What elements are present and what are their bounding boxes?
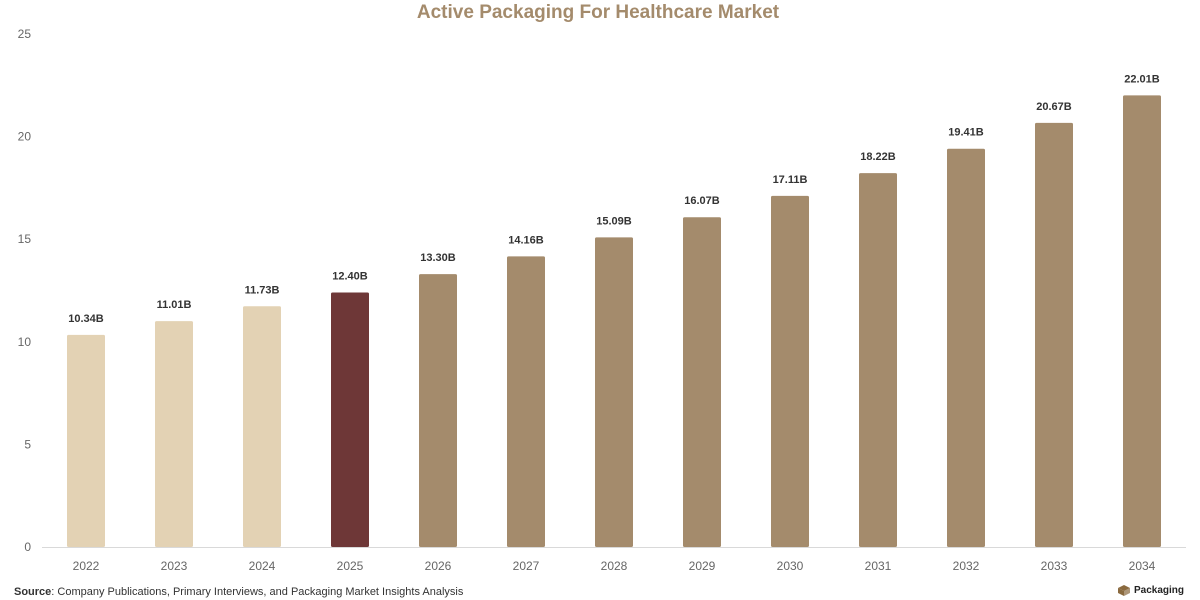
bar-2031 <box>859 173 897 547</box>
source-note: Source: Company Publications, Primary In… <box>14 586 463 598</box>
x-tick-label-2027: 2027 <box>513 559 540 573</box>
bars <box>67 95 1161 548</box>
data-label-2022: 10.34B <box>68 313 104 325</box>
bar-2027 <box>507 256 545 547</box>
data-label-2033: 20.67B <box>1036 101 1072 113</box>
data-labels: 10.34B 11.01B 11.73B 12.40B 13.30B 14.16B 15.0… <box>68 73 1160 324</box>
x-tick-label-2032: 2032 <box>953 559 980 573</box>
data-label-2030: 17.11B <box>773 174 808 186</box>
box-icon <box>1117 585 1130 596</box>
x-tick-label-2025: 2025 <box>337 559 364 573</box>
bar-2025 <box>331 292 369 547</box>
bar-2033 <box>1035 122 1073 548</box>
y-tick-label: 15 <box>18 232 32 246</box>
y-tick-label: 0 <box>24 540 31 554</box>
x-tick-label-2023: 2023 <box>161 559 188 573</box>
y-axis: 0 5 10 15 20 25 <box>18 27 32 554</box>
bar-2028 <box>595 237 633 547</box>
x-tick-label-2031: 2031 <box>865 559 892 573</box>
source-text: : Company Publications, Primary Intervie… <box>51 586 464 598</box>
data-label-2031: 18.22B <box>860 151 896 163</box>
data-label-2034: 22.01B <box>1124 73 1160 85</box>
bar-2022 <box>67 334 105 547</box>
data-label-2026: 13.30B <box>420 252 456 264</box>
y-tick-label: 5 <box>24 437 31 451</box>
chart-title: Active Packaging For Healthcare Market <box>417 2 780 23</box>
data-label-2029: 16.07B <box>684 195 720 207</box>
packaging-logo: Packaging <box>1117 585 1184 596</box>
bar-2023 <box>155 321 193 547</box>
source-label: Source <box>14 586 52 598</box>
bar-2034 <box>1123 95 1161 547</box>
y-tick-label: 10 <box>18 335 32 349</box>
x-tick-label-2029: 2029 <box>689 559 716 573</box>
bar-2024 <box>243 306 281 547</box>
bar-2026 <box>419 274 457 547</box>
data-label-2028: 15.09B <box>596 215 632 227</box>
x-tick-label-2030: 2030 <box>777 559 804 573</box>
x-tick-label-2022: 2022 <box>73 559 100 573</box>
bar-2029 <box>683 217 721 548</box>
y-tick-label: 25 <box>18 27 32 41</box>
x-tick-label-2024: 2024 <box>249 559 276 573</box>
data-label-2032: 19.41B <box>948 127 984 139</box>
data-label-2024: 11.73B <box>245 284 280 296</box>
x-axis: 2022 2023 2024 2025 2026 2027 2028 2029 2030 2031… <box>42 547 1186 573</box>
x-tick-label-2034: 2034 <box>1129 559 1156 573</box>
bar-2030 <box>771 195 809 547</box>
x-tick-label-2028: 2028 <box>601 559 628 573</box>
x-tick-label-2033: 2033 <box>1041 559 1068 573</box>
data-label-2023: 11.01B <box>157 299 192 311</box>
data-label-2025: 12.40B <box>332 271 368 283</box>
y-tick-label: 20 <box>18 130 32 144</box>
bar-2032 <box>947 148 985 548</box>
logo-text: Packaging <box>1133 585 1184 596</box>
data-label-2027: 14.16B <box>508 234 544 246</box>
x-tick-label-2026: 2026 <box>425 559 452 573</box>
